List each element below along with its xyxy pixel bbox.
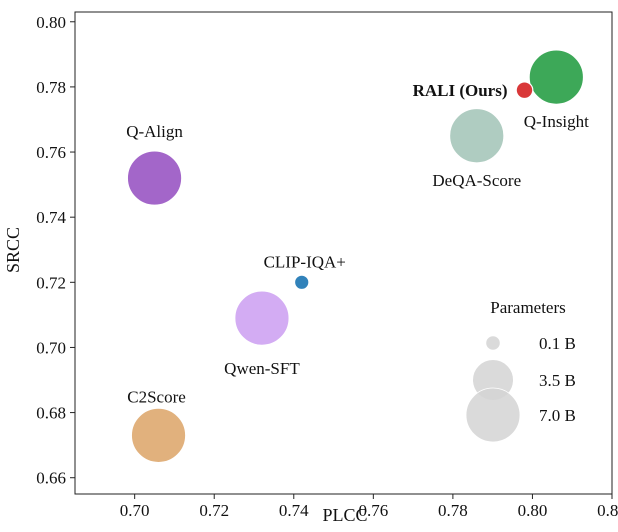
y-tick-label: 0.74	[36, 208, 66, 227]
x-tick-label: 0.76	[358, 501, 388, 520]
y-tick-label: 0.68	[36, 404, 66, 423]
label-clip-iqa: CLIP-IQA+	[264, 252, 346, 271]
y-tick-label: 0.78	[36, 78, 66, 97]
plot-frame	[74, 11, 613, 495]
legend-label: 3.5 B	[539, 371, 576, 390]
x-tick-label: 0.70	[120, 501, 150, 520]
legend-title: Parameters	[490, 298, 566, 317]
legend: Parameters 0.1 B 3.5 B 7.0 B	[465, 298, 576, 443]
x-tick-label: 0.72	[199, 501, 229, 520]
label-c2score: C2Score	[127, 387, 186, 406]
y-axis-title: SRCC	[3, 227, 23, 273]
x-tick-label: 0.80	[518, 501, 548, 520]
data-points	[127, 49, 584, 463]
point-qwen-sft	[234, 290, 290, 346]
label-qwen-sft: Qwen-SFT	[224, 359, 300, 378]
point-clip-iqa	[293, 274, 310, 291]
point-labels: Q-Insight RALI (Ours) DeQA-Score Q-Align CLI…	[126, 81, 589, 406]
x-tick-label: 0.82	[597, 501, 618, 520]
legend-swatch	[485, 335, 501, 351]
label-q-insight: Q-Insight	[524, 112, 589, 131]
axes: 0.70 0.72 0.74 0.76 0.78 0.80 0.82 0.66 0.68 0.70…	[36, 11, 618, 520]
x-tick-label: 0.78	[438, 501, 468, 520]
point-rali-ours	[515, 81, 534, 100]
label-q-align: Q-Align	[126, 122, 183, 141]
y-tick-label: 0.72	[36, 273, 66, 292]
point-c2score	[131, 407, 186, 463]
point-deqa-score	[449, 108, 505, 164]
legend-label: 0.1 B	[539, 334, 576, 353]
x-axis-title: PLCC	[322, 505, 367, 525]
y-tick-label: 0.70	[36, 338, 66, 357]
x-tick-label: 0.74	[279, 501, 309, 520]
legend-swatch	[465, 387, 521, 443]
point-q-align	[127, 150, 182, 206]
label-rali-ours: RALI (Ours)	[413, 81, 508, 100]
legend-label: 7.0 B	[539, 406, 576, 425]
y-tick-label: 0.66	[36, 469, 66, 488]
point-q-insight	[528, 49, 584, 105]
y-tick-label: 0.80	[36, 13, 66, 32]
y-tick-label: 0.76	[36, 143, 66, 162]
label-deqa-score: DeQA-Score	[432, 171, 521, 190]
